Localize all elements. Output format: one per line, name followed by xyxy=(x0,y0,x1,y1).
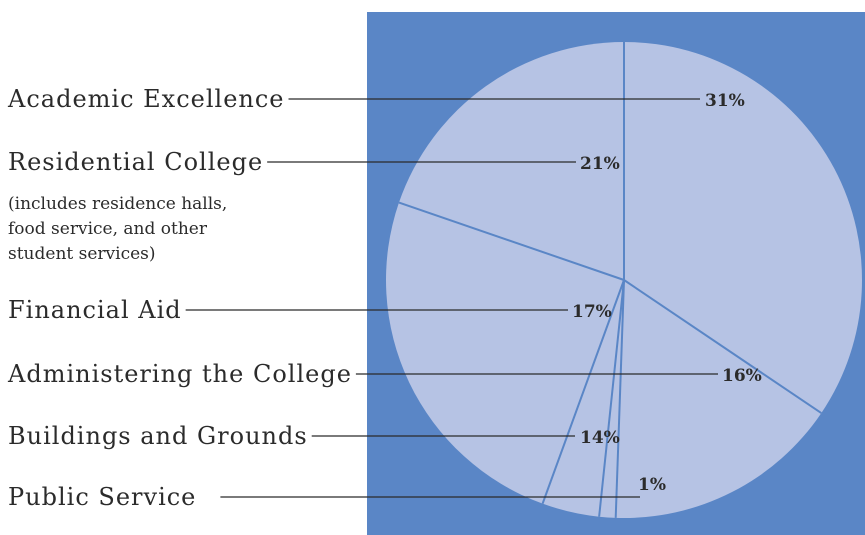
slice-boundary-5 xyxy=(614,279,625,518)
category-label-public-service: Public Service xyxy=(8,483,196,511)
slice-academic-excellence xyxy=(624,42,862,414)
slice-boundary-2 xyxy=(398,201,625,281)
percent-label-financial-aid: 17% xyxy=(572,302,612,322)
slice-boundary-3 xyxy=(541,279,625,504)
leader-lines xyxy=(185,98,718,498)
percent-labels: 31% 21% 17% 16% 14% 1% xyxy=(572,91,762,495)
percent-label-academic-excellence: 31% xyxy=(705,91,745,111)
category-label-buildings-and-grounds: Buildings and Grounds xyxy=(8,422,308,450)
percent-label-public-service: 1% xyxy=(638,475,666,495)
category-label-residential-college: Residential College xyxy=(8,148,263,176)
category-label-academic-excellence: Academic Excellence xyxy=(7,85,285,113)
category-note-residential-college: student services) xyxy=(8,244,156,264)
percent-label-administering-the-college: 16% xyxy=(722,366,762,386)
percent-label-residential-college: 21% xyxy=(580,154,620,174)
category-labels: Academic Excellence Residential College (i… xyxy=(7,85,352,511)
slice-boundaries xyxy=(398,42,822,518)
slice-boundary-1 xyxy=(623,279,822,414)
slice-buildings-and-grounds xyxy=(542,280,624,517)
category-note-residential-college: (includes residence halls, xyxy=(8,194,227,214)
slice-financial-aid xyxy=(386,202,624,504)
slice-administering-the-college xyxy=(615,280,822,518)
category-label-administering-the-college: Administering the College xyxy=(7,360,352,388)
percent-label-buildings-and-grounds: 14% xyxy=(580,428,620,448)
category-label-financial-aid: Financial Aid xyxy=(8,296,182,324)
slice-boundary-4 xyxy=(598,279,625,517)
slice-residential-college xyxy=(398,42,624,280)
pie-slices xyxy=(386,42,862,518)
category-note-residential-college: food service, and other xyxy=(8,219,208,239)
